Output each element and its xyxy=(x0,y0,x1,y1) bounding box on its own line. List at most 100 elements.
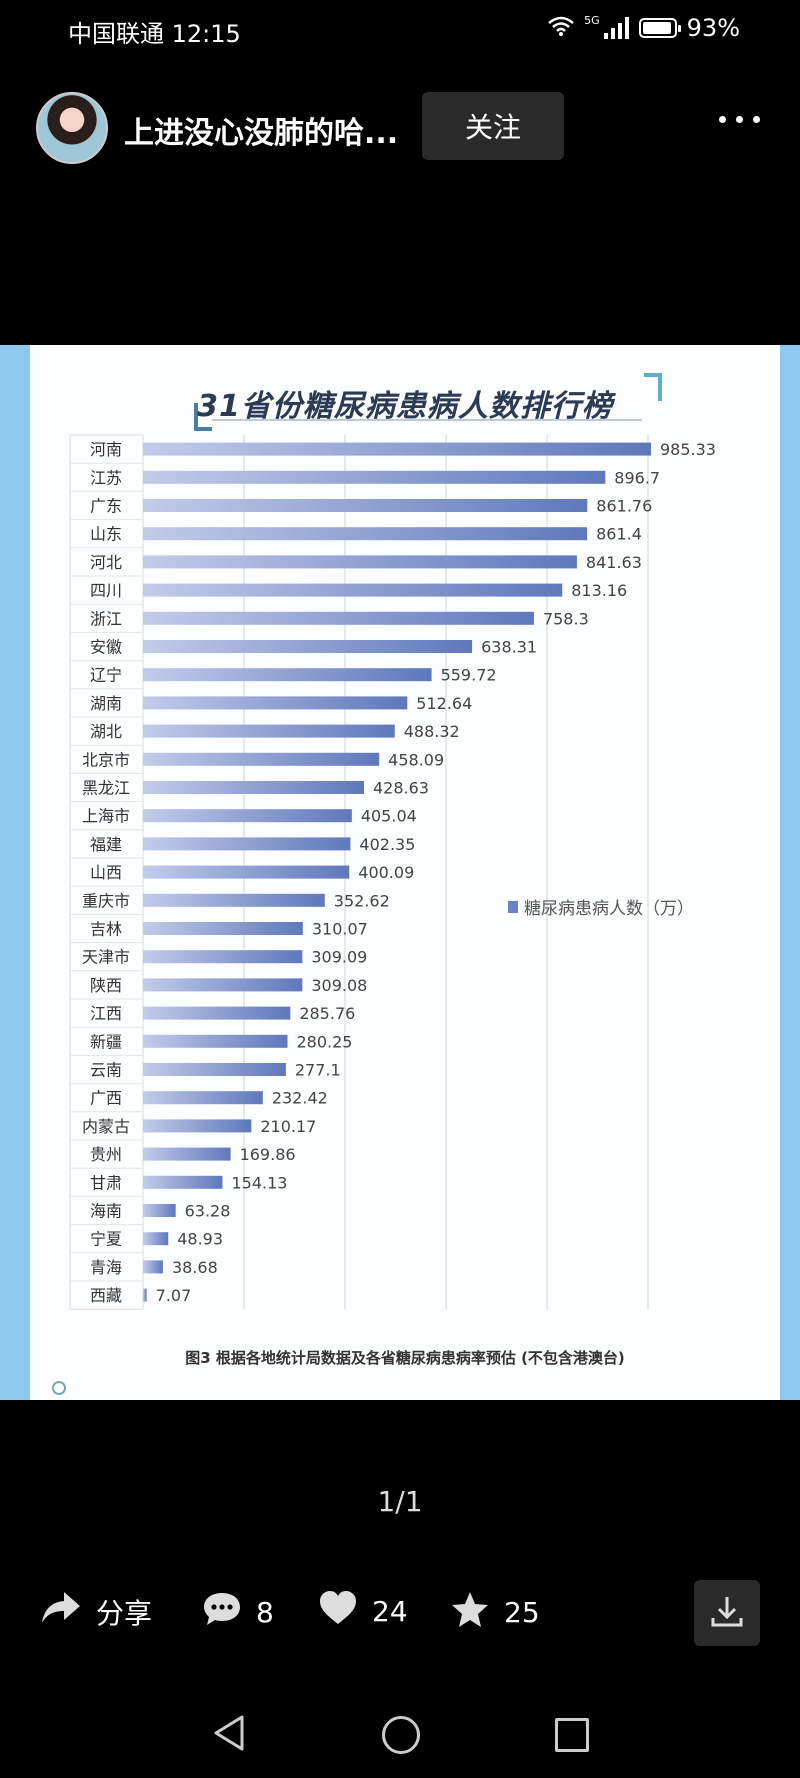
data-label: 277.1 xyxy=(295,1061,341,1080)
comment-icon xyxy=(202,1590,242,1635)
data-label: 63.28 xyxy=(185,1202,231,1221)
bar xyxy=(143,1119,252,1133)
follow-button[interactable]: 关注 xyxy=(422,92,564,160)
like-count: 24 xyxy=(372,1595,408,1628)
data-label: 352.62 xyxy=(334,891,390,910)
category-label: 江苏 xyxy=(90,468,122,487)
title-bracket-left xyxy=(194,403,212,431)
corner-mark xyxy=(52,1381,66,1395)
title-underline xyxy=(212,419,642,421)
chart-caption: 图3 根据各地统计局数据及各省糖尿病患病率预估 (不包含港澳台) xyxy=(185,1349,625,1367)
category-label: 甘肃 xyxy=(90,1173,122,1192)
bar xyxy=(143,893,325,907)
category-label: 内蒙古 xyxy=(82,1117,130,1136)
category-label: 安徽 xyxy=(90,638,122,657)
category-label: 重庆市 xyxy=(82,891,130,910)
data-label: 488.32 xyxy=(404,722,460,741)
category-label: 江西 xyxy=(90,1004,122,1023)
data-label: 309.09 xyxy=(311,948,367,967)
heart-icon xyxy=(318,1590,358,1633)
comment-button[interactable]: 8 xyxy=(202,1590,274,1635)
category-label: 陕西 xyxy=(90,976,122,995)
category-label: 上海市 xyxy=(82,807,130,826)
post-header: 上进没心没肺的哈... 关注 xyxy=(0,90,800,170)
chart-title: 31省份糖尿病患病人数排行榜 xyxy=(197,389,613,424)
category-label: 广西 xyxy=(90,1089,122,1108)
share-icon xyxy=(40,1590,82,1633)
bar xyxy=(143,865,350,879)
network-type: 5G xyxy=(584,14,600,27)
data-label: 758.3 xyxy=(543,609,589,628)
bar xyxy=(143,1063,286,1076)
bar xyxy=(143,555,577,569)
carrier-time: 中国联通 12:15 xyxy=(68,20,241,48)
avatar[interactable] xyxy=(36,92,108,164)
back-icon[interactable] xyxy=(212,1714,246,1756)
bar xyxy=(143,442,651,456)
battery-level xyxy=(642,22,671,34)
category-label: 河北 xyxy=(90,553,122,572)
category-label: 山东 xyxy=(90,525,122,544)
bar xyxy=(143,978,303,992)
bar xyxy=(143,470,606,484)
bar xyxy=(143,1260,163,1274)
favorite-button[interactable]: 25 xyxy=(450,1590,540,1635)
bar xyxy=(143,1034,288,1048)
data-label: 638.31 xyxy=(481,638,537,657)
data-label: 310.07 xyxy=(312,920,368,939)
bar xyxy=(143,1175,223,1189)
data-label: 458.09 xyxy=(388,750,444,769)
category-label: 西藏 xyxy=(90,1286,122,1305)
category-label: 黑龙江 xyxy=(82,779,130,798)
category-label: 北京市 xyxy=(82,750,130,769)
page-indicator: 1/1 xyxy=(377,1485,423,1518)
category-label: 宁夏 xyxy=(90,1230,122,1249)
system-nav-bar xyxy=(0,1700,800,1770)
bar xyxy=(143,1147,231,1161)
bar xyxy=(143,611,534,625)
bar xyxy=(143,837,351,851)
category-label: 河南 xyxy=(90,440,122,459)
bar-chart: 河南 985.33 江苏 896.7 广东 861.76 山东 861.4 河北 841.63 四川… xyxy=(69,434,716,1310)
category-label: 浙江 xyxy=(90,609,122,628)
category-label: 海南 xyxy=(90,1202,122,1221)
category-label: 天津市 xyxy=(82,948,130,967)
like-button[interactable]: 24 xyxy=(318,1590,408,1633)
category-label: 广东 xyxy=(90,497,122,516)
comment-count: 8 xyxy=(256,1596,274,1629)
bar xyxy=(143,1091,263,1105)
post-image[interactable]: 31省份糖尿病患病人数排行榜 河南 985.33 江苏 896.7 广东 861.76 山东… xyxy=(0,345,800,1400)
bar xyxy=(143,922,303,935)
bar xyxy=(143,1006,291,1020)
category-label: 四川 xyxy=(90,581,122,600)
data-label: 38.68 xyxy=(172,1258,218,1277)
chart-legend: 糖尿病患病人数（万） xyxy=(508,894,694,919)
bar xyxy=(143,950,303,964)
battery-icon xyxy=(638,18,681,38)
data-label: 280.25 xyxy=(296,1032,352,1051)
bar xyxy=(143,781,364,794)
bar xyxy=(143,752,380,766)
wifi-icon xyxy=(548,14,574,42)
legend-label: 糖尿病患病人数（万） xyxy=(524,899,694,919)
data-label: 512.64 xyxy=(416,694,472,713)
user-name[interactable]: 上进没心没肺的哈... xyxy=(124,116,399,151)
download-button[interactable] xyxy=(694,1580,760,1646)
home-icon[interactable] xyxy=(382,1716,420,1754)
bar xyxy=(143,1288,147,1302)
favorite-count: 25 xyxy=(504,1596,540,1629)
bar xyxy=(143,668,432,682)
bar xyxy=(143,527,588,541)
bar xyxy=(143,696,408,710)
bar xyxy=(143,1204,176,1217)
data-label: 559.72 xyxy=(441,666,497,685)
status-bar: 中国联通 12:15 5G 93% xyxy=(0,0,800,60)
data-label: 841.63 xyxy=(586,553,642,572)
more-options-icon[interactable] xyxy=(719,116,760,123)
status-icons: 5G 93% xyxy=(548,14,740,42)
recent-apps-icon[interactable] xyxy=(555,1718,589,1752)
data-label: 309.08 xyxy=(311,976,367,995)
share-button[interactable]: 分享 xyxy=(40,1590,152,1633)
data-label: 405.04 xyxy=(361,807,417,826)
category-label: 吉林 xyxy=(90,920,122,939)
